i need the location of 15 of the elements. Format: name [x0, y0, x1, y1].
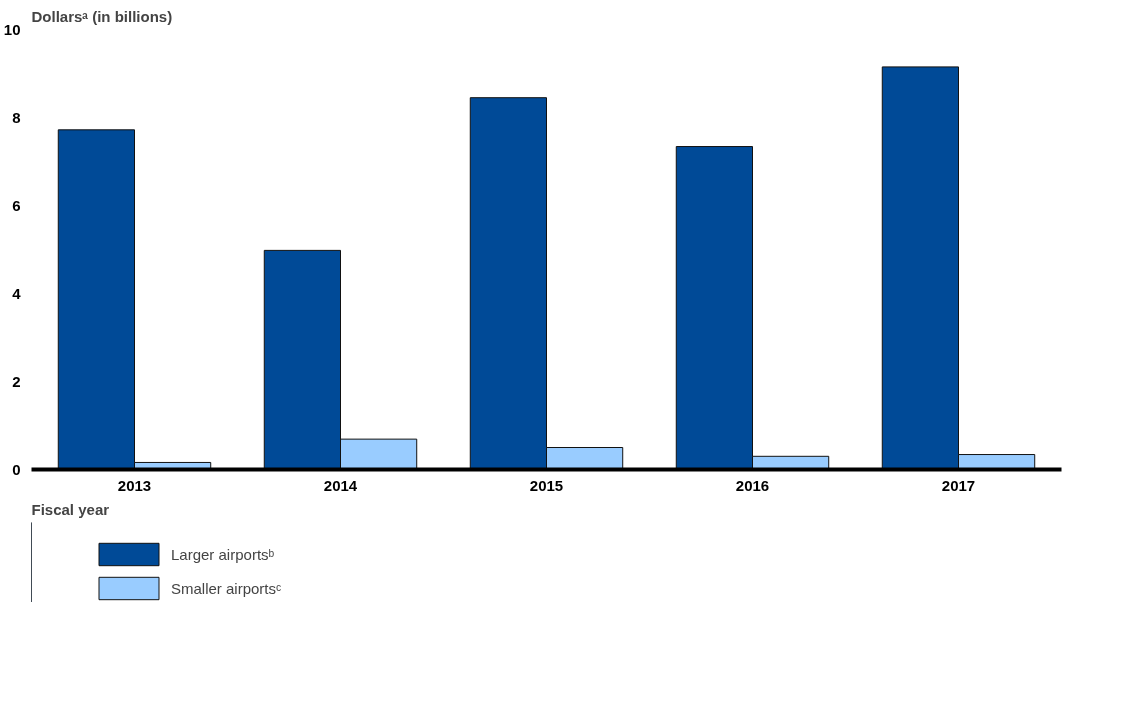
- y-tick-label: 6: [12, 196, 21, 214]
- legend-label: Smaller airportsᶜ: [171, 579, 282, 597]
- legend-label: Larger airportsᵇ: [171, 545, 275, 563]
- y-tick-label: 4: [12, 284, 22, 302]
- x-tick-label: 2013: [117, 476, 152, 494]
- x-tick-label: 2016: [735, 476, 770, 494]
- y-tick-label: 0: [12, 460, 21, 478]
- x-tick-label: 2015: [529, 476, 564, 494]
- x-tick-label: 2014: [323, 476, 358, 494]
- y-tick-label: 10: [3, 20, 21, 38]
- y-tick-label: 2: [12, 372, 21, 390]
- x-tick-label: 2017: [941, 476, 976, 494]
- y-tick-label: 8: [12, 108, 21, 126]
- x-axis-title: Fiscal year: [31, 500, 110, 518]
- y-axis-title: Dollarsᵃ (in billions): [31, 7, 173, 25]
